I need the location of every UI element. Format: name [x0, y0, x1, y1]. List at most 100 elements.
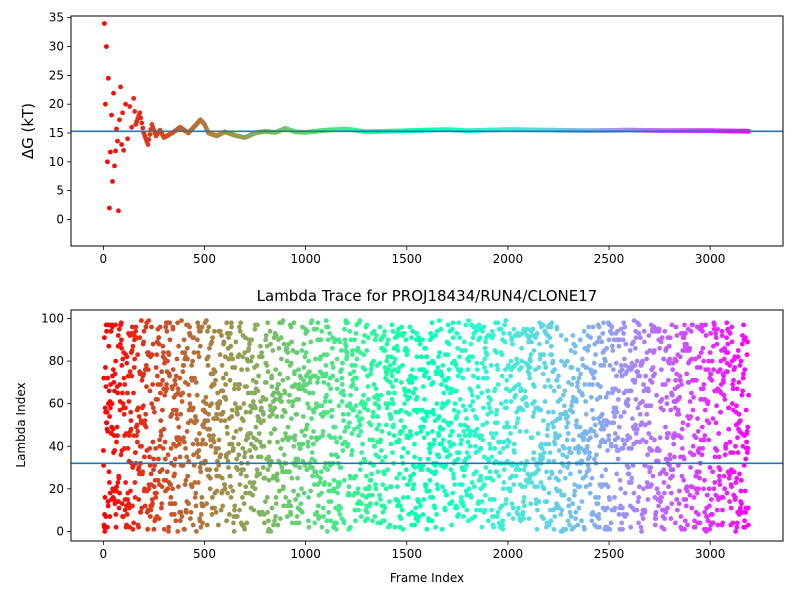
lambda-point	[190, 522, 196, 528]
lambda-point	[278, 516, 283, 521]
lambda-point	[266, 518, 271, 524]
lambda-point	[717, 467, 723, 473]
lambda-point	[442, 488, 448, 494]
lambda-point	[103, 514, 109, 519]
lambda-point	[466, 358, 472, 364]
lambda-point	[197, 343, 203, 349]
lambda-point	[616, 512, 622, 517]
lambda-point	[565, 420, 571, 426]
lambda-point	[632, 377, 638, 383]
lambda-point	[568, 471, 573, 477]
lambda-point	[196, 354, 202, 360]
lambda-point	[511, 326, 517, 332]
delta-g-point	[118, 84, 123, 90]
lambda-point	[494, 407, 500, 413]
lambda-point	[102, 529, 108, 534]
lambda-point	[205, 418, 211, 424]
lambda-point	[597, 394, 603, 400]
lambda-point	[278, 392, 283, 398]
lambda-point	[181, 435, 186, 441]
lambda-point	[272, 518, 277, 524]
lambda-point	[290, 403, 295, 409]
lambda-point	[682, 518, 688, 524]
lambda-point	[690, 407, 696, 413]
lambda-point	[375, 469, 381, 475]
lambda-point	[489, 328, 495, 334]
lambda-point	[139, 443, 145, 449]
lambda-point	[303, 350, 309, 355]
lambda-point	[263, 337, 268, 343]
lambda-point	[173, 373, 179, 379]
lambda-point	[302, 388, 308, 394]
lambda-point	[244, 384, 250, 389]
lambda-point	[133, 450, 138, 455]
lambda-point	[741, 371, 746, 377]
lambda-point	[406, 411, 412, 417]
lambda-point	[127, 369, 133, 375]
lambda-point	[237, 382, 243, 387]
lambda-point	[395, 333, 401, 338]
lambda-point	[657, 345, 662, 351]
lambda-point	[456, 433, 462, 438]
lambda-point	[716, 473, 722, 479]
y-tick-label: 40	[49, 439, 64, 453]
lambda-point	[475, 394, 481, 400]
lambda-point	[395, 484, 400, 490]
lambda-point	[736, 411, 742, 417]
lambda-point	[411, 471, 417, 477]
lambda-point	[160, 446, 166, 451]
lambda-point	[399, 454, 405, 460]
lambda-point	[156, 335, 162, 341]
lambda-point	[198, 469, 204, 475]
lambda-point	[400, 363, 405, 368]
lambda-point	[223, 397, 229, 402]
lambda-point	[158, 433, 164, 438]
lambda-point	[340, 360, 345, 366]
lambda-point	[541, 516, 546, 521]
lambda-point	[183, 477, 189, 483]
lambda-point	[712, 480, 718, 485]
lambda-point	[208, 443, 214, 449]
lambda-point	[130, 343, 136, 349]
lambda-point	[356, 507, 361, 513]
lambda-point	[541, 352, 547, 358]
lambda-point	[514, 463, 520, 468]
lambda-point	[448, 390, 453, 396]
lambda-point	[455, 456, 461, 462]
lambda-point	[104, 420, 110, 426]
lambda-point	[194, 418, 200, 424]
lambda-point	[268, 341, 273, 347]
lambda-point	[347, 420, 352, 426]
lambda-point	[486, 458, 492, 464]
lambda-point	[714, 507, 720, 513]
lambda-point	[537, 341, 542, 347]
lambda-point	[398, 503, 403, 509]
x-tick-label: 1500	[391, 547, 422, 561]
lambda-point	[213, 377, 218, 383]
lambda-point	[558, 397, 563, 402]
lambda-point	[579, 518, 584, 524]
lambda-point	[675, 384, 681, 389]
lambda-point	[220, 388, 226, 394]
lambda-point	[113, 512, 119, 517]
lambda-point	[456, 320, 462, 326]
lambda-point	[427, 450, 433, 455]
lambda-point	[205, 328, 210, 334]
lambda-point	[522, 388, 528, 394]
lambda-point	[500, 518, 506, 524]
lambda-point	[288, 324, 294, 330]
lambda-point	[567, 509, 573, 515]
lambda-point	[105, 524, 110, 530]
lambda-point	[516, 382, 522, 387]
lambda-point	[256, 373, 261, 379]
lambda-point	[228, 343, 234, 349]
lambda-point	[478, 507, 483, 513]
lambda-point	[457, 354, 462, 360]
lambda-point	[340, 411, 346, 417]
lambda-point	[368, 371, 373, 377]
lambda-point	[481, 375, 486, 381]
lambda-point	[248, 358, 254, 364]
lambda-point	[327, 482, 332, 487]
lambda-point	[328, 386, 333, 392]
x-tick-label: 2500	[594, 252, 625, 266]
